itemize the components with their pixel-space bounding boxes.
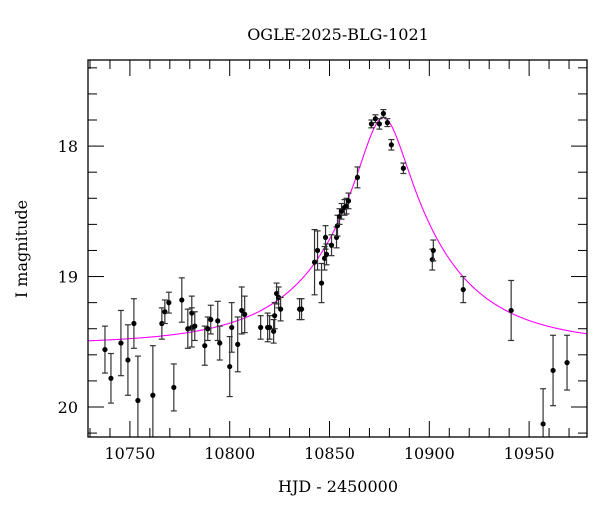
data-point bbox=[336, 213, 343, 220]
y-axis-label: I magnitude bbox=[12, 200, 31, 298]
data-point bbox=[372, 116, 379, 122]
data-point bbox=[272, 313, 278, 319]
data-point bbox=[108, 375, 114, 381]
data-point bbox=[354, 174, 361, 181]
y-tick-label: 20 bbox=[58, 398, 78, 417]
data-point bbox=[125, 357, 131, 363]
data-point bbox=[229, 324, 235, 331]
data-point bbox=[508, 307, 514, 314]
data-point bbox=[205, 326, 211, 332]
data-point bbox=[540, 421, 546, 427]
data-point bbox=[343, 203, 350, 209]
x-tick-label: 10950 bbox=[504, 444, 555, 463]
plot-frame bbox=[87, 59, 588, 438]
data-point bbox=[338, 208, 345, 214]
data-point bbox=[322, 234, 329, 241]
data-point bbox=[314, 247, 321, 254]
data-point bbox=[166, 300, 172, 306]
data-points bbox=[101, 108, 571, 437]
x-tick-label: 10750 bbox=[104, 444, 155, 463]
data-point bbox=[323, 251, 330, 257]
data-point bbox=[217, 340, 223, 346]
data-point bbox=[460, 286, 466, 293]
data-point bbox=[102, 346, 108, 353]
data-point bbox=[135, 397, 141, 404]
data-point bbox=[400, 165, 406, 171]
data-point bbox=[258, 324, 264, 331]
data-point bbox=[239, 307, 245, 314]
data-point bbox=[192, 323, 198, 329]
x-tick-label: 10900 bbox=[404, 444, 455, 463]
data-point bbox=[384, 120, 390, 126]
data-point bbox=[171, 384, 177, 391]
data-point bbox=[118, 340, 124, 346]
x-tick-label: 10850 bbox=[304, 444, 355, 463]
data-point bbox=[271, 328, 277, 334]
data-point bbox=[235, 341, 241, 347]
data-point bbox=[215, 318, 221, 324]
data-point bbox=[208, 316, 214, 323]
y-tick-label: 19 bbox=[58, 268, 78, 287]
data-point bbox=[376, 121, 383, 127]
data-point bbox=[388, 142, 394, 148]
data-point bbox=[318, 280, 325, 286]
data-point bbox=[298, 306, 305, 312]
data-point bbox=[131, 320, 137, 327]
data-point bbox=[179, 297, 185, 303]
data-point bbox=[430, 247, 436, 254]
data-point bbox=[227, 363, 233, 370]
data-point bbox=[345, 198, 352, 204]
data-point bbox=[242, 311, 248, 317]
data-point bbox=[311, 259, 318, 265]
y-tick-label: 18 bbox=[58, 137, 78, 156]
data-point bbox=[328, 242, 335, 248]
x-tick-label: 10800 bbox=[204, 444, 255, 463]
data-point bbox=[550, 367, 556, 374]
data-point bbox=[150, 392, 156, 398]
data-point bbox=[202, 343, 208, 349]
x-axis-label: HJD - 2450000 bbox=[278, 477, 398, 496]
data-point bbox=[267, 324, 273, 331]
chart-title: OGLE-2025-BLG-1021 bbox=[247, 25, 429, 44]
data-point bbox=[321, 255, 328, 261]
data-point bbox=[278, 306, 284, 312]
axis-ticks: 10750 10800 10850 10900 10950 18 19 20 bbox=[58, 60, 587, 463]
data-point bbox=[564, 360, 570, 366]
data-point bbox=[274, 290, 280, 297]
data-point bbox=[380, 110, 387, 117]
